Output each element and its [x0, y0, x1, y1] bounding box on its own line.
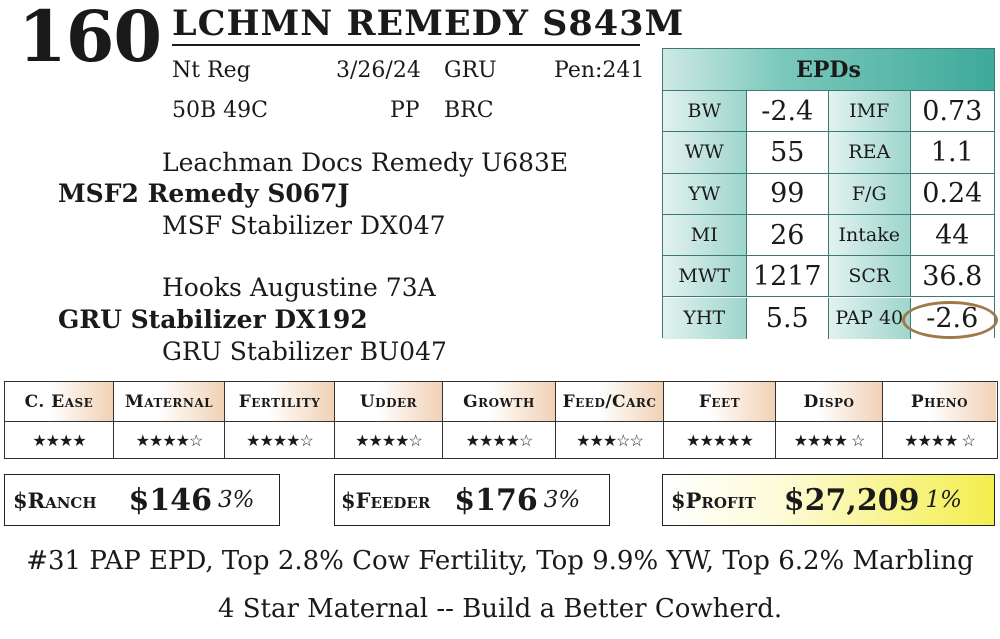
epd-row: MI 26 Intake 44	[663, 214, 994, 257]
epd-row: BW -2.4 IMF 0.73	[663, 91, 994, 133]
lot-number: 160	[18, 0, 162, 78]
epd-value: 44	[910, 214, 994, 257]
feeder-label: $Feeder	[341, 487, 431, 513]
trait-label: Maternal	[114, 382, 224, 422]
epd-row: MWT 1217 SCR 36.8	[663, 256, 994, 298]
name-underline	[172, 44, 640, 46]
profit-value: $27,209	[783, 482, 920, 518]
trait-cell: C. Ease ★★★★	[5, 382, 114, 458]
epd-label: MI	[663, 214, 747, 257]
epd-label: BW	[663, 91, 747, 133]
epd-title: EPDs	[663, 49, 994, 91]
dam-dam: GRU Stabilizer BU047	[162, 337, 447, 366]
animal-name: LCHMN REMEDY S843M	[172, 3, 685, 44]
trait-table: C. Ease ★★★★ Maternal ★★★★☆ Fertility ★★…	[4, 381, 998, 459]
ranch-value: $146	[128, 482, 213, 518]
dam-sire: Hooks Augustine 73A	[162, 273, 436, 302]
epd-label: WW	[663, 132, 747, 174]
trait-cell: Feet ★★★★★	[664, 382, 776, 458]
trait-stars: ★★★★☆	[135, 430, 204, 450]
trait-cell: Dispo ★★★★ ☆	[776, 382, 883, 458]
trait-cell: Feed/Carc ★★★☆☆	[556, 382, 664, 458]
epd-label: MWT	[663, 256, 747, 298]
epd-label: SCR	[829, 256, 911, 298]
profit-index-box: $Profit $27,209 1%	[662, 474, 995, 526]
feeder-percentile: 3%	[543, 487, 581, 513]
trait-stars: ★★★★☆	[246, 430, 314, 450]
trait-stars: ★★★★☆	[465, 430, 534, 450]
trait-stars: ★★★☆☆	[576, 430, 644, 450]
trait-label: Growth	[443, 382, 555, 422]
epd-row: WW 55 REA 1.1	[663, 132, 994, 174]
epd-label: Intake	[829, 214, 911, 257]
trait-stars: ★★★★ ☆	[793, 430, 866, 450]
feeder-value: $176	[454, 482, 538, 518]
trait-cell: Fertility ★★★★☆	[225, 382, 335, 458]
trait-label: Udder	[335, 382, 442, 422]
sire: MSF2 Remedy S067J	[58, 179, 350, 208]
trait-label: Pheno	[883, 382, 996, 422]
trait-stars: ★★★★☆	[355, 430, 423, 450]
epd-label: PAP 40	[829, 297, 911, 339]
epd-value: 99	[746, 173, 829, 215]
dam: GRU Stabilizer DX192	[58, 305, 368, 334]
trait-cell: Udder ★★★★☆	[335, 382, 443, 458]
trait-label: Feet	[664, 382, 775, 422]
epd-value: 36.8	[910, 256, 994, 298]
epd-table: EPDs BW -2.4 IMF 0.73 WW 55 REA 1.1 YW 9…	[662, 48, 995, 339]
epd-value: 0.24	[910, 173, 994, 215]
epd-value: 1217	[746, 256, 829, 298]
trait-cell: Growth ★★★★☆	[443, 382, 556, 458]
tattoo-id: 50B 49C	[172, 98, 268, 123]
epd-value: -2.4	[746, 91, 829, 133]
ranch-percentile: 3%	[218, 487, 255, 513]
trait-label: Feed/Carc	[556, 382, 663, 422]
epd-value: 1.1	[910, 132, 994, 174]
epd-value: 26	[746, 214, 829, 257]
pap-highlight-circle	[902, 301, 998, 339]
registration: Nt Reg	[172, 58, 251, 83]
brand: BRC	[444, 98, 494, 123]
trait-stars: ★★★★★	[686, 430, 754, 450]
sire-dam: MSF Stabilizer DX047	[162, 211, 446, 240]
epd-label: F/G	[829, 173, 911, 215]
ranch-index-box: $Ranch $146 3%	[4, 474, 280, 526]
polled-status: PP	[390, 98, 420, 123]
feeder-index-box: $Feeder $176 3%	[334, 474, 610, 526]
epd-row: YW 99 F/G 0.24	[663, 173, 994, 215]
sire-sire: Leachman Docs Remedy U683E	[162, 148, 569, 177]
epd-label: IMF	[829, 91, 911, 133]
profit-label: $Profit	[671, 487, 756, 513]
trait-label: C. Ease	[5, 382, 113, 422]
trait-label: Fertility	[225, 382, 334, 422]
epd-value: 5.5	[746, 297, 829, 339]
ranch-label: $Ranch	[13, 487, 97, 513]
profit-percentile: 1%	[925, 487, 962, 513]
herd-code: GRU	[444, 58, 497, 83]
trait-stars: ★★★★ ☆	[904, 430, 976, 450]
footer-tagline: 4 Star Maternal -- Build a Better Cowher…	[217, 594, 783, 624]
trait-cell: Maternal ★★★★☆	[114, 382, 225, 458]
trait-stars: ★★★★	[32, 430, 86, 450]
trait-label: Dispo	[776, 382, 882, 422]
epd-value: 55	[746, 132, 829, 174]
epd-label: REA	[829, 132, 911, 174]
epd-label: YW	[663, 173, 747, 215]
trait-cell: Pheno ★★★★ ☆	[883, 382, 996, 458]
epd-label: YHT	[663, 297, 747, 339]
pen-number: Pen:241	[554, 58, 645, 83]
birth-date: 3/26/24	[336, 58, 421, 83]
footer-highlights: #31 PAP EPD, Top 2.8% Cow Fertility, Top…	[26, 546, 974, 576]
epd-value: 0.73	[910, 91, 994, 133]
